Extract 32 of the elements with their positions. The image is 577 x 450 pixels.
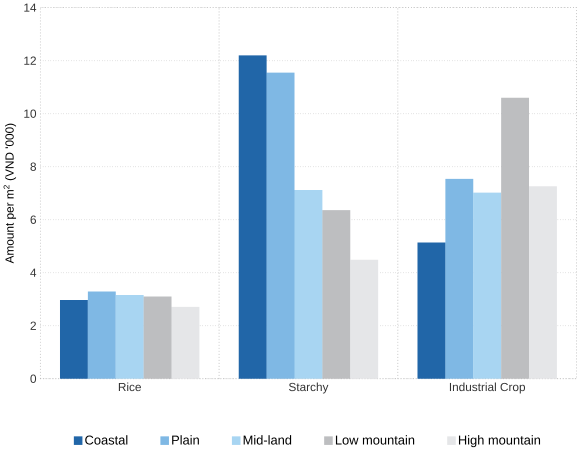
bar bbox=[238, 55, 267, 379]
bar bbox=[417, 242, 446, 379]
y-tick-label: 12 bbox=[24, 56, 36, 65]
legend-label: High mountain bbox=[458, 434, 540, 447]
legend-label: Mid-land bbox=[244, 434, 292, 444]
y-tick-label: 8 bbox=[30, 162, 36, 171]
y-tick-label: 4 bbox=[30, 268, 36, 277]
y-tick-label: 0 bbox=[30, 374, 36, 383]
x-tick-label: Industrial Crop bbox=[450, 382, 526, 394]
x-tick-label: Starchy bbox=[288, 382, 328, 394]
y-axis-title: Amount per m$^{2}$ (VND '000) bbox=[4, 123, 16, 264]
bar bbox=[294, 190, 322, 379]
y-tick-label: 14 bbox=[24, 3, 36, 12]
bar bbox=[322, 210, 350, 379]
bar bbox=[445, 178, 474, 379]
legend-label: Plain bbox=[172, 434, 199, 444]
bar bbox=[172, 306, 200, 379]
bar bbox=[88, 291, 116, 379]
y-tick-label: 6 bbox=[30, 215, 36, 224]
x-tick-label: Rice bbox=[118, 382, 141, 391]
bar bbox=[473, 192, 502, 379]
bar bbox=[144, 296, 172, 379]
bar bbox=[350, 260, 378, 379]
y-tick-label: 10 bbox=[24, 109, 36, 118]
bar bbox=[116, 294, 144, 379]
legend-label: Coastal bbox=[85, 434, 128, 444]
bar bbox=[60, 300, 88, 379]
bar bbox=[501, 98, 530, 379]
bar bbox=[529, 186, 557, 379]
legend-label: Low mountain bbox=[336, 434, 414, 444]
y-tick-label: 2 bbox=[30, 321, 36, 330]
bar bbox=[266, 72, 295, 379]
